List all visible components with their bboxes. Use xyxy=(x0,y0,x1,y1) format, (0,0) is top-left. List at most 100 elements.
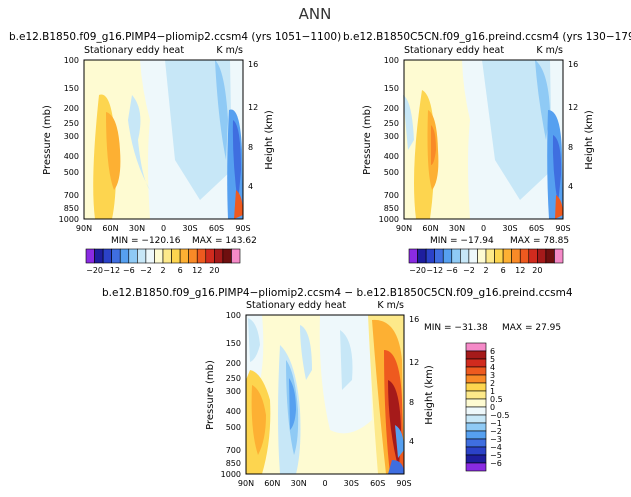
panel-1-ytick-300: 300 xyxy=(64,132,79,141)
panel-2-colorbar-box xyxy=(451,248,461,264)
panel-2-field-pole-blue xyxy=(403,95,414,150)
panel-3-ylabel: Pressure (mb) xyxy=(205,360,216,430)
panel-3-colorbar-box xyxy=(465,414,487,424)
panel-1-right-label: K m/s xyxy=(216,45,243,56)
panel-3-colorbar-label: 5 xyxy=(490,355,495,364)
panel-2-colorbar-box xyxy=(442,248,453,264)
panel-1-colorbar-box xyxy=(214,248,224,264)
panel-1-xtick-90s: 90S xyxy=(235,224,250,233)
panel-1-colorbar-box xyxy=(171,248,181,264)
page-title: ANN xyxy=(299,5,332,23)
panel-2-colorbar-box xyxy=(537,248,547,264)
panel-2-xtick-30s: 30S xyxy=(502,224,517,233)
panel-3-plot xyxy=(245,314,405,475)
panel-3-field-upper-blue xyxy=(300,325,312,380)
panel-2-colorbar-box xyxy=(460,248,470,264)
panel-3-colorbar-label: 3 xyxy=(490,371,495,380)
panel-1-colorbar-label: −2 xyxy=(140,266,152,275)
panel-2-xtick-0: 0 xyxy=(481,224,486,233)
panel-1-colorbar-box xyxy=(128,248,138,264)
panel-2-colorbar-box xyxy=(554,248,564,264)
panel-1-plot xyxy=(83,59,244,220)
panel-3: b.e12.B1850.f09_g16.PIMP4−pliomip2.ccsm4… xyxy=(102,287,573,488)
panel-1-xtick-30s: 30S xyxy=(182,224,197,233)
panel-1-colorbar-box xyxy=(205,248,215,264)
panel-1-max-label: MAX = 143.62 xyxy=(192,236,257,246)
panel-2-ytick-700: 700 xyxy=(384,191,399,200)
panel-3-colorbar-box xyxy=(465,438,487,448)
panel-1-field-subtropic-blue xyxy=(128,95,150,190)
panel-3-colorbar-box xyxy=(465,462,487,472)
panel-1-colorbar-label: −20 xyxy=(86,266,103,275)
panel-1-field-northern-orange xyxy=(106,112,121,190)
panel-2-colorbar: −20 −12 −6 −2 2 6 12 20 xyxy=(408,248,564,275)
panel-3-field-pole-blue xyxy=(248,318,260,362)
panel-2-colorbar-box xyxy=(485,248,495,264)
panel-3-colorbar-label: −3 xyxy=(490,435,502,444)
panel-2-ytick-500: 500 xyxy=(384,168,399,177)
panel-1-title: b.e12.B1850.f09_g16.PIMP4−pliomip2.ccsm4… xyxy=(9,31,341,43)
panel-1-ylabel: Pressure (mb) xyxy=(42,105,53,175)
panel-1-xtick-30n: 30N xyxy=(129,224,145,233)
panel-1-ytick-1000: 1000 xyxy=(59,215,79,224)
panel-2-field-south-pale xyxy=(535,60,550,140)
panel-1-colorbar-label: −6 xyxy=(123,266,135,275)
panel-3-left-label: Stationary eddy heat xyxy=(246,300,346,311)
panel-1-field-south-blue xyxy=(165,60,232,200)
panel-1-colorbar-box xyxy=(85,248,95,264)
panel-1-field-south-deep-blue xyxy=(232,120,241,205)
panel-1-htick-4: 4 xyxy=(248,182,253,191)
panel-3-frame xyxy=(245,314,405,475)
panel-2-xtick-90s: 90S xyxy=(555,224,570,233)
panel-3-colorbar-box xyxy=(465,366,487,376)
panel-1-htick-16: 16 xyxy=(248,60,258,69)
panel-3-colorbar-label: 2 xyxy=(490,379,495,388)
panel-3-ytick-100: 100 xyxy=(226,311,241,320)
panel-2-colorbar-label: −6 xyxy=(446,266,458,275)
panel-1-colorbar-label: 20 xyxy=(209,266,219,275)
panel-2-field-northern-core xyxy=(431,125,436,165)
panel-3-colorbar-box xyxy=(465,430,487,440)
panel-2-min-label: MIN = −17.94 xyxy=(430,236,494,246)
panel-2-ytick-100: 100 xyxy=(384,56,399,65)
panel-1-colorbar-box xyxy=(196,248,207,264)
panel-2-colorbar-label: −2 xyxy=(463,266,475,275)
panel-1-frame xyxy=(83,59,244,220)
panel-2-field-south-red xyxy=(555,195,563,219)
panel-3-colorbar-label: −6 xyxy=(490,459,502,468)
panel-1-colorbar-label: 2 xyxy=(160,266,165,275)
panel-3-colorbar-label: −5 xyxy=(490,451,502,460)
panel-3-colorbar-box xyxy=(465,398,487,408)
panel-2-colorbar-box xyxy=(528,248,538,264)
panel-3-field-surface-blue xyxy=(388,460,404,474)
panel-3-min-label: MIN = −31.38 xyxy=(424,323,488,333)
panel-2-colorbar-box xyxy=(477,248,487,264)
panel-1-colorbar-label: −12 xyxy=(103,266,120,275)
panel-1-colorbar-box xyxy=(231,248,241,264)
panel-1-xtick-90n: 90N xyxy=(76,224,92,233)
panel-1-colorbar-box xyxy=(111,248,121,264)
panel-1-htick-12: 12 xyxy=(248,103,258,112)
panel-3-field-north-orange xyxy=(251,385,266,455)
panel-1-ylabel-right: Height (km) xyxy=(264,110,275,170)
panel-1-ytick-700: 700 xyxy=(64,191,79,200)
panel-2-htick-4: 4 xyxy=(568,182,573,191)
panel-2-colorbar-box xyxy=(468,248,478,264)
panel-1-colorbar-label: 6 xyxy=(178,266,183,275)
panel-3-xtick-90n: 90N xyxy=(238,479,254,488)
panel-2-right-label: K m/s xyxy=(536,45,563,56)
panel-1-colorbar-box xyxy=(94,248,104,264)
panel-1-htick-8: 8 xyxy=(248,143,253,152)
panel-1-colorbar-box xyxy=(154,248,164,264)
panel-2-colorbar-label: 12 xyxy=(515,266,525,275)
panel-3-colorbar-label: −4 xyxy=(490,443,502,452)
panel-3-xtick-60n: 60N xyxy=(264,479,280,488)
panel-3-colorbar-box xyxy=(465,406,487,416)
panel-3-colorbar-label: −0.5 xyxy=(490,411,509,420)
panel-2-ylabel: Pressure (mb) xyxy=(362,105,373,175)
panel-1-min-label: MIN = −120.16 xyxy=(111,236,181,246)
panel-1-left-label: Stationary eddy heat xyxy=(84,45,184,56)
panel-2-xtick-30n: 30N xyxy=(449,224,465,233)
panel-2-xtick-60s: 60S xyxy=(529,224,544,233)
panel-2-colorbar-box xyxy=(494,248,504,264)
